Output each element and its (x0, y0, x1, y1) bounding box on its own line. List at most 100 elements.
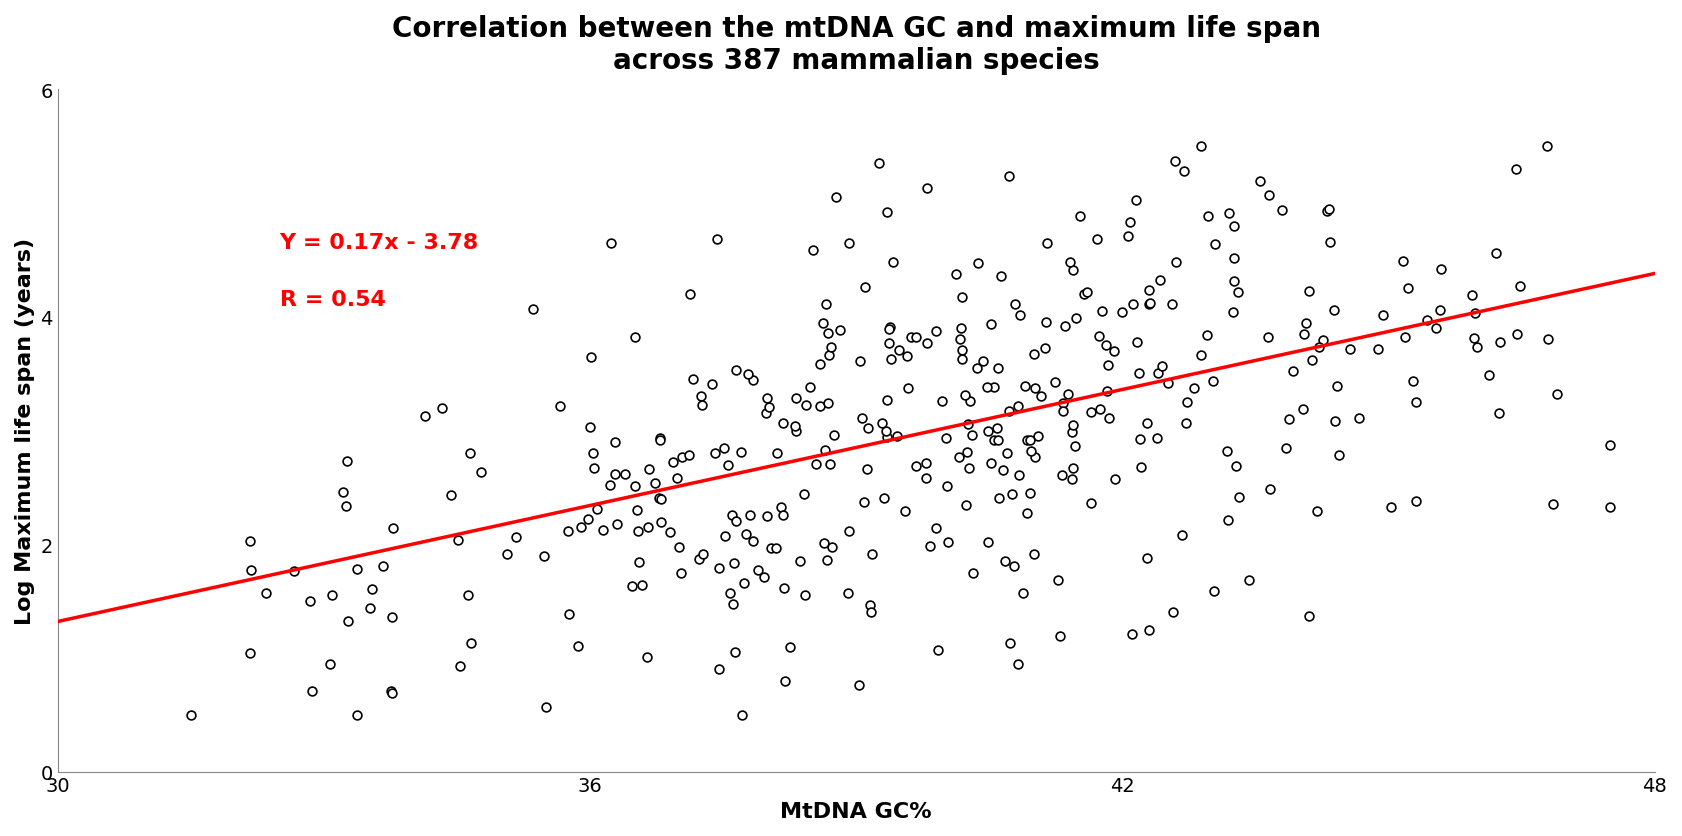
Point (1013, 380, 1039, 394)
Point (955, 461, 982, 475)
Point (1213, 446, 1240, 459)
Point (597, 479, 624, 492)
Point (1129, 461, 1156, 474)
Point (1046, 630, 1073, 643)
Point (237, 535, 264, 548)
Point (1502, 163, 1529, 176)
Point (811, 443, 838, 456)
Point (1275, 413, 1302, 426)
Point (816, 458, 843, 472)
Point (646, 434, 673, 447)
Point (624, 525, 651, 538)
Point (298, 685, 325, 698)
Point (711, 529, 738, 543)
Point (1102, 472, 1129, 486)
Point (1304, 504, 1330, 517)
Point (1280, 364, 1307, 378)
Point (1221, 275, 1248, 288)
Point (1187, 140, 1214, 154)
Point (1246, 175, 1273, 188)
Point (720, 557, 747, 570)
Point (871, 492, 898, 505)
Point (1021, 348, 1048, 361)
Point (1122, 194, 1149, 207)
Point (1092, 339, 1119, 353)
Text: R = 0.54: R = 0.54 (279, 290, 385, 310)
Point (1088, 304, 1115, 318)
Point (913, 457, 940, 471)
Point (782, 425, 809, 438)
Point (944, 268, 971, 282)
Point (934, 432, 960, 446)
Point (836, 237, 863, 251)
Point (792, 400, 819, 413)
Point (1073, 286, 1100, 299)
Point (1014, 507, 1041, 520)
Point (730, 576, 757, 589)
Point (949, 353, 976, 366)
Point (664, 472, 691, 486)
Point (703, 233, 730, 247)
Point (235, 646, 262, 660)
Point (960, 567, 987, 580)
Point (690, 548, 717, 561)
Point (1078, 406, 1105, 420)
Point (728, 446, 755, 459)
Point (883, 430, 910, 443)
Point (1364, 343, 1391, 356)
Point (913, 337, 940, 350)
Point (604, 517, 631, 531)
Point (648, 492, 674, 506)
Point (858, 605, 885, 619)
Point (377, 685, 404, 698)
Point (1050, 469, 1076, 482)
Point (1487, 336, 1514, 349)
Point (1071, 288, 1098, 301)
Point (456, 446, 483, 460)
Point (987, 269, 1014, 283)
Point (743, 563, 770, 577)
Point (553, 524, 580, 538)
Point (343, 708, 370, 721)
Point (801, 244, 828, 257)
Point (1194, 210, 1221, 223)
Point (688, 399, 715, 412)
Point (1134, 417, 1161, 431)
Point (1060, 462, 1087, 476)
Point (1050, 396, 1076, 410)
Point (1119, 628, 1145, 641)
Point (949, 291, 976, 304)
Point (752, 407, 779, 421)
Point (984, 361, 1011, 375)
Point (468, 466, 495, 479)
Point (1001, 560, 1028, 573)
Point (1394, 282, 1421, 295)
Point (1028, 390, 1055, 403)
Point (1201, 585, 1228, 599)
Point (875, 337, 902, 350)
Point (770, 581, 797, 594)
Point (964, 362, 991, 375)
Point (984, 421, 1011, 435)
Point (669, 451, 696, 465)
Point (532, 701, 558, 714)
Point (1087, 403, 1113, 416)
Point (893, 349, 920, 363)
Point (1403, 395, 1430, 409)
Point (1061, 440, 1088, 453)
Point (688, 390, 715, 403)
Point (928, 395, 955, 408)
Point (1060, 419, 1087, 432)
Point (1219, 306, 1246, 319)
Point (458, 636, 484, 650)
Point (1223, 460, 1250, 473)
Point (1305, 340, 1332, 354)
Point (903, 460, 930, 473)
Point (817, 340, 844, 354)
Point (959, 429, 986, 442)
X-axis label: MtDNA GC%: MtDNA GC% (780, 801, 932, 821)
Point (622, 479, 649, 492)
Point (796, 381, 822, 395)
Point (636, 462, 663, 476)
Point (913, 181, 940, 195)
